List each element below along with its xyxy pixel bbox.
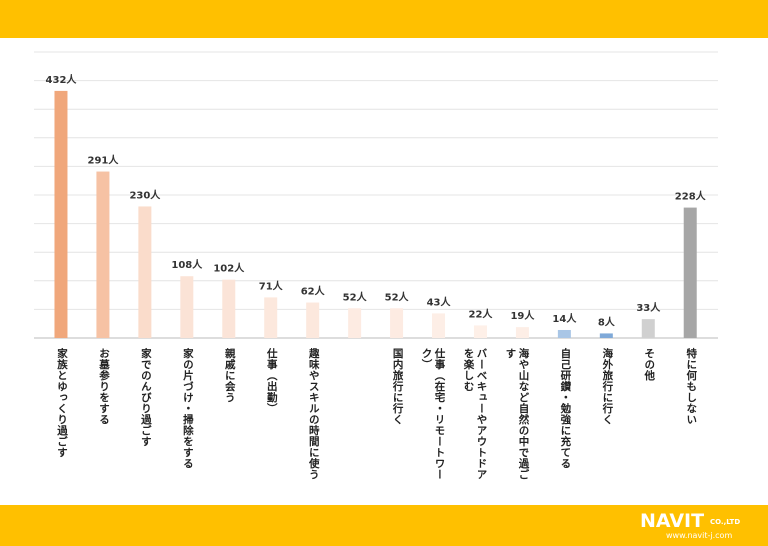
x-tick-label: 海や山など自然の中で過ごす <box>504 348 530 480</box>
value-label: 33人 <box>636 301 661 314</box>
x-tick-label: 自己研鑽・勉強に充てる <box>559 348 572 469</box>
x-tick-label: お墓参りをする <box>97 348 110 425</box>
x-tick-label: 仕事（在宅・リモートワーク） <box>420 348 446 480</box>
bar <box>348 308 362 338</box>
bar <box>180 276 194 338</box>
x-tick-label: 家の片づけ・掃除をする <box>181 348 194 469</box>
bar <box>54 90 68 339</box>
value-label: 52人 <box>343 290 368 303</box>
value-label: 52人 <box>385 290 410 303</box>
x-tick-label: 家族とゆっくり過ごす <box>55 348 68 458</box>
value-label: 102人 <box>213 262 245 275</box>
bar <box>432 313 446 338</box>
value-label: 71人 <box>259 279 284 292</box>
logo-name: NAVIT <box>640 510 704 532</box>
value-label: 108人 <box>171 258 203 271</box>
bar <box>96 171 110 338</box>
bar <box>515 327 529 338</box>
x-tick-label: その他 <box>643 348 656 381</box>
bar <box>306 302 320 338</box>
bar <box>683 207 697 338</box>
value-label: 14人 <box>552 312 577 325</box>
bar <box>473 325 487 338</box>
bar <box>138 206 152 338</box>
footer-band <box>0 505 768 546</box>
bar <box>599 333 613 338</box>
x-tick-label: バーベキューやアウトドアを楽しむ <box>462 348 488 480</box>
x-tick-label: 特に何もしない <box>685 348 698 425</box>
value-label: 43人 <box>427 295 452 308</box>
value-label: 230人 <box>129 188 161 201</box>
value-label: 8人 <box>598 315 616 328</box>
x-tick-label: 趣味やスキルの時間に使う <box>307 348 320 480</box>
value-label: 291人 <box>87 154 119 167</box>
x-tick-label: 仕事（出勤） <box>265 348 278 414</box>
x-tick-label: 家でのんびり過ごす <box>139 348 152 447</box>
logo-suffix: CO.,LTD <box>710 518 740 526</box>
bar <box>390 308 404 338</box>
x-tick-label: 国内旅行に行く <box>391 348 404 425</box>
bar <box>641 319 655 338</box>
logo-url: www.navit-j.com <box>666 531 732 540</box>
value-label: 19人 <box>510 309 535 322</box>
bar <box>222 279 236 338</box>
x-tick-label: 海外旅行に行く <box>601 348 614 425</box>
value-label: 228人 <box>675 190 707 203</box>
bar <box>264 297 278 338</box>
value-label: 22人 <box>469 307 494 320</box>
value-label: 432人 <box>46 73 78 86</box>
x-tick-label: 親戚に会う <box>223 348 236 403</box>
header-band <box>0 0 768 38</box>
bar <box>557 329 571 338</box>
value-label: 62人 <box>301 285 326 298</box>
